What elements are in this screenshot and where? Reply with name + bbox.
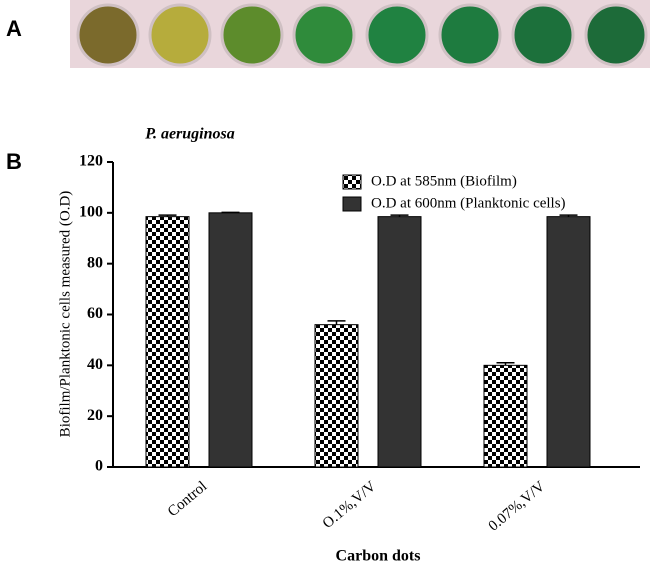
y-tick-label: 100 (79, 204, 103, 221)
y-tick-label: 40 (87, 356, 103, 373)
bar (377, 216, 422, 468)
panel-label: A (6, 16, 22, 41)
x-tick-label: Control (165, 478, 210, 520)
y-tick-label: 20 (87, 407, 103, 424)
bar (314, 324, 359, 468)
legend-label: O.D at 600nm (Planktonic cells) (371, 195, 566, 211)
bar (546, 216, 591, 468)
y-tick-label: 80 (87, 254, 103, 271)
bar (483, 364, 528, 468)
well-photo (70, 0, 650, 68)
x-tick-label: 0.07%,V/V (486, 478, 549, 534)
legend-swatch (342, 174, 362, 190)
legend-label: O.D at 585nm (Biofilm) (371, 173, 517, 189)
y-tick-label: 120 (79, 153, 103, 170)
bar (145, 216, 190, 468)
y-tick-label: 60 (87, 305, 103, 322)
x-axis-title: Carbon dots (336, 548, 421, 565)
panel-label: B (6, 149, 22, 174)
y-axis-title: Biofilm/Planktonic cells measured (O.D) (57, 191, 73, 438)
y-tick-label: 0 (95, 458, 103, 475)
legend-swatch (342, 196, 362, 212)
chart-title: P. aeruginosa (144, 126, 235, 143)
x-tick-label: O.1%,V/V (320, 478, 380, 532)
bar (208, 212, 253, 468)
